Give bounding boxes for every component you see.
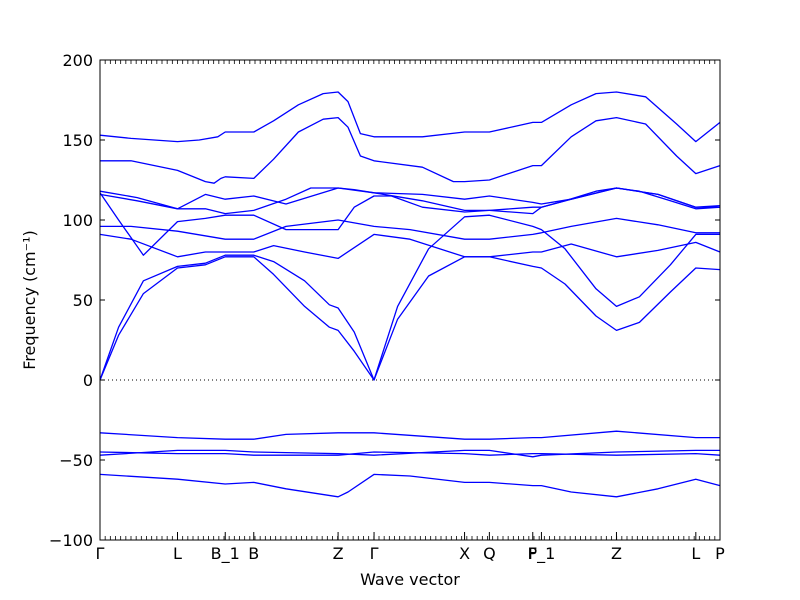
band-line-8 (100, 217, 720, 240)
y-tick-label: 50 (73, 291, 93, 310)
x-tick-label: Q (483, 544, 496, 563)
band-line-12 (100, 116, 721, 184)
x-tick-label: L (691, 544, 700, 563)
series-layer (99, 91, 721, 498)
x-tick-label: F (528, 544, 537, 563)
y-tick-label: −100 (49, 531, 93, 550)
plot-frame (99, 59, 721, 541)
band-line-4 (99, 430, 720, 440)
y-tick-label: 150 (62, 131, 93, 150)
x-tick-label: L (173, 544, 182, 563)
y-tick-label: 0 (83, 371, 93, 390)
x-tick-label: P (715, 544, 725, 563)
x-tick-label: Γ (370, 544, 379, 563)
x-tick-label: B (248, 544, 259, 563)
band-line-13 (99, 91, 721, 143)
x-tick-label: B_1 (211, 544, 240, 564)
band-line-7 (99, 233, 721, 260)
band-line-2 (99, 449, 720, 458)
x-tick-label: X (459, 544, 470, 563)
x-tick-label: Z (333, 544, 344, 563)
x-tick-label: Γ (96, 544, 105, 563)
y-tick-label: 200 (62, 51, 93, 70)
x-axis-label: Wave vector (360, 570, 460, 589)
y-tick-label: 100 (62, 211, 93, 230)
band-line-6 (99, 214, 720, 381)
band-line-5 (99, 256, 721, 381)
band-line-3 (99, 451, 721, 456)
x-tick-label: P_1 (528, 544, 556, 564)
band-line-1 (99, 473, 721, 498)
y-axis-label: Frequency (cm⁻¹) (20, 230, 39, 369)
y-tick-label: −50 (59, 451, 93, 470)
x-tick-label: Z (611, 544, 622, 563)
band-line-11 (99, 187, 721, 215)
